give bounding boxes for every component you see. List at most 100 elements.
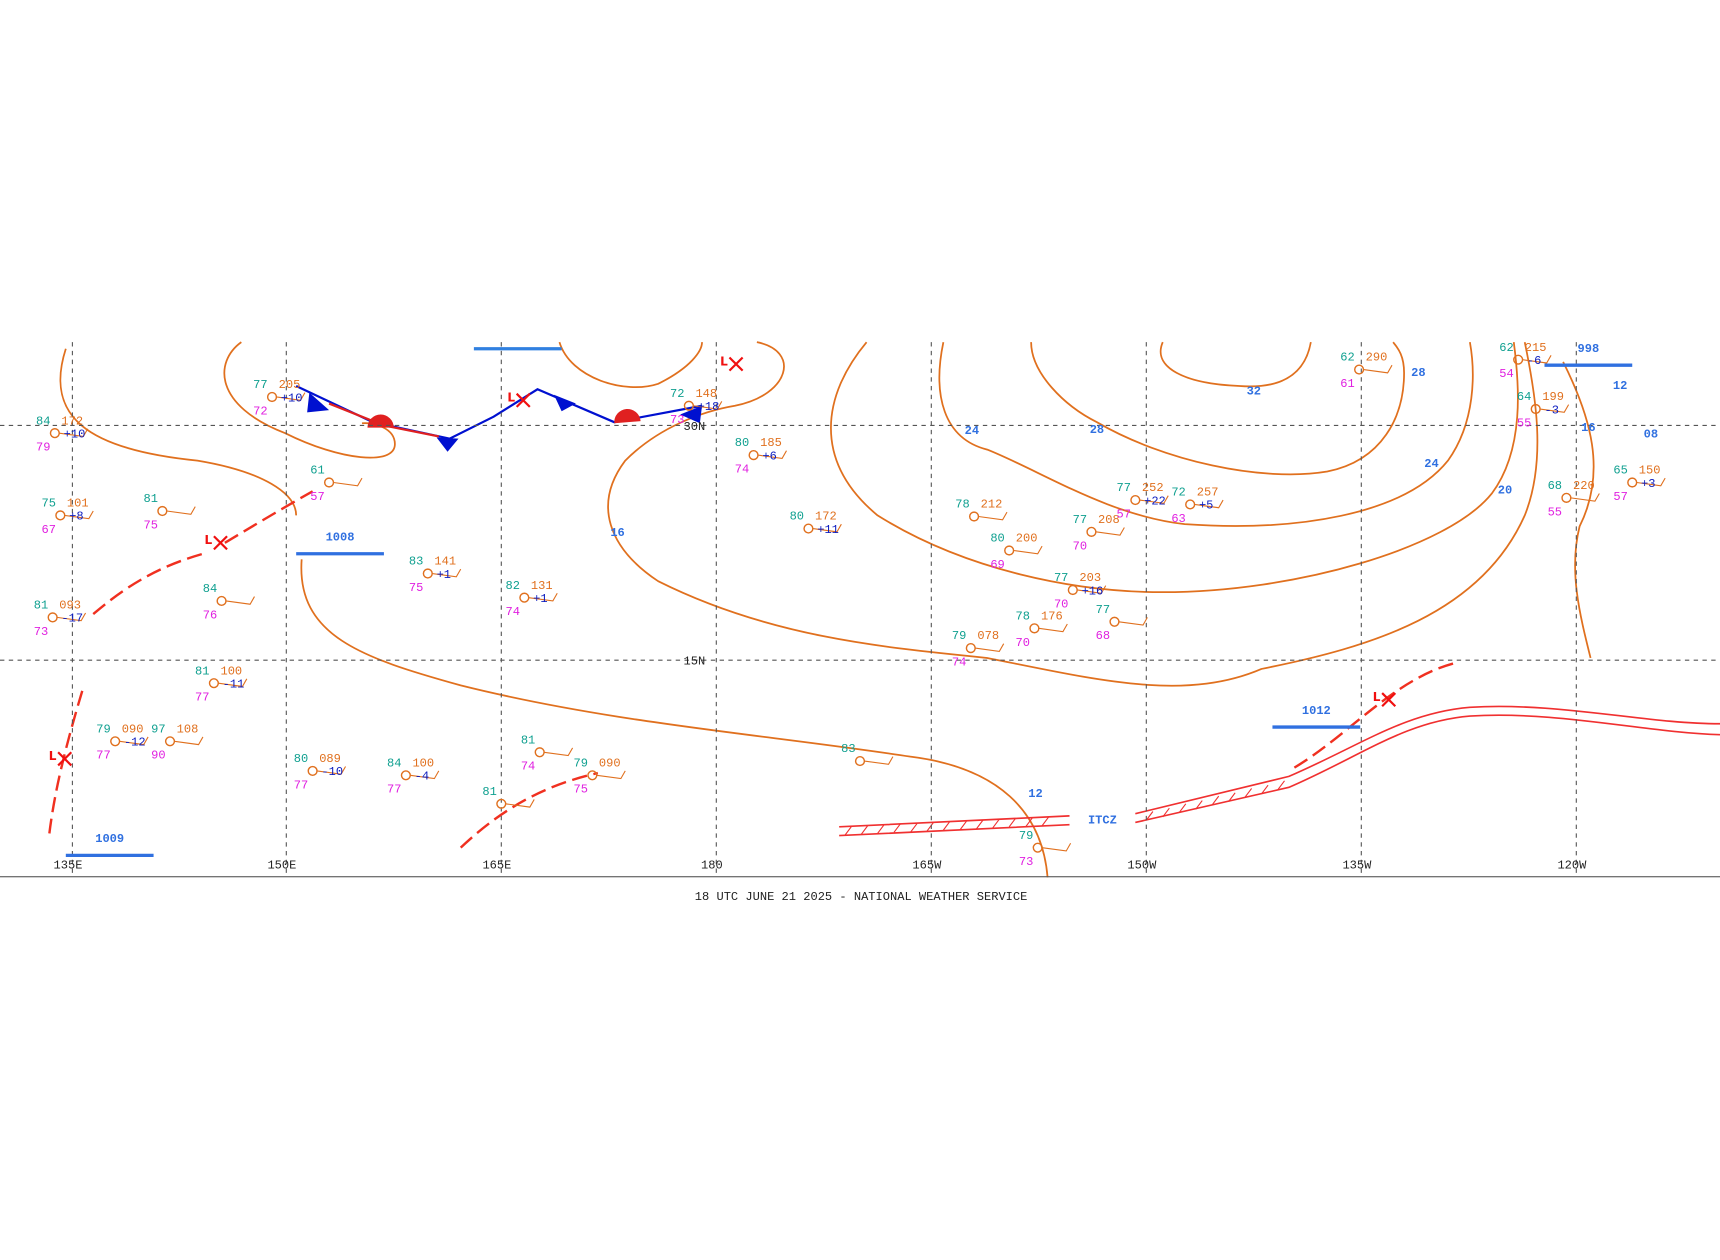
- station-pressure: 090: [599, 756, 621, 770]
- itcz-band: [839, 705, 1720, 837]
- station-dewpoint: 73: [670, 413, 684, 427]
- station-tendency: +10: [281, 391, 303, 405]
- station-pressure: 100: [412, 756, 434, 770]
- wind-barb: [218, 678, 248, 688]
- trough: [48, 690, 84, 834]
- station-dewpoint: 75: [143, 518, 157, 532]
- station: 79 078 74: [952, 629, 1005, 670]
- station: 72 148 73 +18: [670, 387, 723, 427]
- itcz-label: ITCZ: [1088, 813, 1117, 827]
- station-circle: [1627, 477, 1638, 488]
- isobar: [1159, 341, 1312, 388]
- station: 79 73: [1019, 829, 1072, 869]
- station-circle: [1032, 842, 1043, 853]
- station-temp: 84: [36, 414, 50, 428]
- station-pressure: 290: [1366, 351, 1388, 365]
- station-dewpoint: 63: [1171, 512, 1185, 526]
- itcz-line: [839, 815, 1070, 837]
- station-dewpoint: 70: [1073, 539, 1087, 553]
- station: 97 108 90: [151, 722, 204, 763]
- wind-barb: [1042, 843, 1072, 852]
- station-circle: [164, 736, 176, 747]
- station-pressure: 150: [1639, 464, 1661, 478]
- station-tendency: +22: [1144, 494, 1166, 508]
- station-tendency: +8: [69, 510, 83, 524]
- station: 78 212: [955, 498, 1008, 522]
- station-dewpoint: 74: [735, 463, 749, 477]
- station-tendency: +18: [698, 400, 720, 414]
- station-circle: [110, 736, 121, 747]
- station-circle: [519, 592, 530, 603]
- station-pressure: 078: [977, 629, 999, 643]
- station-dewpoint: 73: [34, 625, 48, 639]
- station-tendency: +11: [817, 523, 839, 537]
- station-circle: [422, 568, 433, 579]
- station: 62 215 54 -6: [1499, 341, 1552, 381]
- isobar-label: 32: [1247, 385, 1261, 399]
- latitude-label: 30N: [684, 420, 706, 434]
- station-temp: 78: [955, 498, 969, 512]
- wind-barb: [1363, 364, 1393, 374]
- station-tendency: -3: [1544, 403, 1558, 417]
- longitude-label: 150W: [1127, 858, 1157, 872]
- station-circle: [1130, 494, 1141, 506]
- wind-barb: [119, 736, 149, 746]
- station-temp: 65: [1613, 464, 1627, 478]
- station-circle: [1185, 499, 1196, 510]
- station-dewpoint: 68: [1096, 629, 1110, 643]
- station-circle: [1354, 364, 1365, 375]
- station: 81 093 73 -17: [34, 599, 87, 639]
- station-dewpoint: 57: [1116, 507, 1130, 521]
- wind-barb: [978, 511, 1008, 521]
- station-dewpoint: 57: [310, 490, 324, 504]
- wind-barb: [1570, 493, 1600, 502]
- isobar: [59, 348, 298, 516]
- itcz-line: [1135, 705, 1720, 815]
- station: 80 200 69: [990, 532, 1043, 572]
- wind-barb: [596, 770, 626, 780]
- station-circle: [968, 511, 980, 522]
- station-temp: 83: [841, 742, 855, 756]
- isobars: [59, 341, 1595, 878]
- station-dewpoint: 74: [505, 605, 519, 619]
- station-dewpoint: 72: [253, 404, 267, 418]
- wind-barb: [812, 523, 842, 533]
- station-circle: [216, 595, 227, 607]
- map-frame-bottom: [0, 876, 1720, 878]
- isobar-label: 24: [965, 424, 979, 438]
- itcz-hatch: [844, 780, 1285, 836]
- station-pressure: 172: [815, 510, 837, 524]
- station-temp: 77: [253, 378, 267, 392]
- itcz-line: [1135, 714, 1720, 824]
- station-tendency: +3: [1641, 477, 1655, 491]
- station: 84 172 79 +10: [36, 414, 89, 455]
- station: 77 203 70 +16: [1054, 571, 1107, 611]
- longitude-label: 135E: [54, 858, 83, 872]
- station-pressure: 185: [760, 436, 782, 450]
- station-circle: [1067, 584, 1078, 596]
- isobar-label: 12: [1028, 787, 1042, 801]
- station-temp: 77: [1054, 571, 1068, 585]
- station: 81 74: [521, 733, 574, 774]
- station-temp: 79: [573, 756, 587, 770]
- low-symbol: L: [205, 533, 213, 547]
- station: 77 252 57 +22: [1116, 481, 1169, 521]
- wind-barb: [1077, 585, 1107, 594]
- station: 79 090 77 -12: [96, 722, 149, 763]
- station-temp: 61: [310, 464, 324, 478]
- station-pressure: 199: [1542, 390, 1564, 404]
- station-temp: 80: [990, 532, 1004, 546]
- front-semicircle: [367, 408, 641, 428]
- station-pressure: 101: [67, 497, 89, 511]
- station: 82 131 74 +1: [505, 579, 558, 619]
- station-temp: 81: [195, 664, 209, 678]
- isobar-label: 24: [1424, 457, 1438, 471]
- station-temp: 79: [1019, 829, 1033, 843]
- station-tendency: +10: [64, 427, 86, 441]
- wind-barb: [1540, 404, 1570, 413]
- low-symbol: L: [49, 749, 57, 763]
- wind-barb: [56, 612, 87, 622]
- station-temp: 77: [1116, 481, 1130, 495]
- station-dewpoint: 77: [195, 691, 209, 705]
